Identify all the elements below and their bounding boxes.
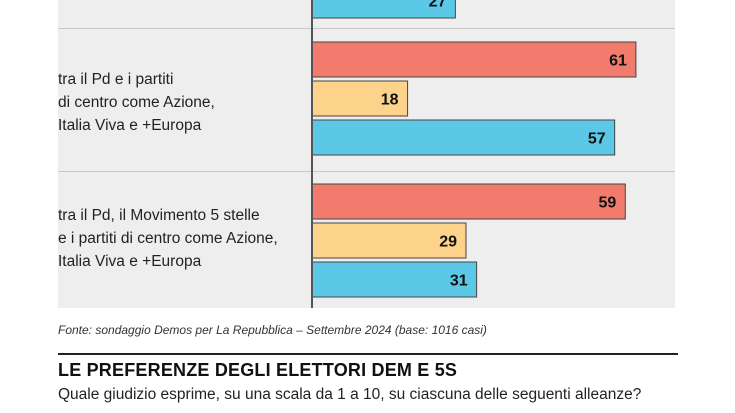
group-label-pd-centro: tra il Pd e i partiti di centro come Azi… xyxy=(58,71,215,134)
group-2-series-1-value-label: 59 xyxy=(598,195,616,212)
group-1-series-1-value-label: 61 xyxy=(609,53,627,70)
group-2-series-2-value-label: 29 xyxy=(439,234,457,251)
bar-chart: 27 61 18 57 59 29 31 xyxy=(311,0,637,298)
group-1-series-2-value-label: 18 xyxy=(381,92,399,109)
group-1-series-3-bar xyxy=(311,119,616,156)
group-1-series-1-bar xyxy=(311,41,637,78)
group-2-series-1-bar xyxy=(311,183,626,220)
partial-top-value-label: 27 xyxy=(429,0,447,11)
section-rule xyxy=(58,353,678,355)
source-note: Fonte: sondaggio Demos per La Repubblica… xyxy=(58,323,487,337)
section-title: LE PREFERENZE DEGLI ELETTORI DEM E 5S xyxy=(58,360,458,380)
group-1-series-2-bar xyxy=(311,80,409,117)
group-divider xyxy=(58,171,675,172)
group-1-series-3-value-label: 57 xyxy=(588,131,606,148)
group-2-series-2-bar xyxy=(311,222,467,259)
group-divider xyxy=(58,28,675,29)
zero-axis-line xyxy=(311,0,313,308)
group-2-series-3-bar xyxy=(311,261,478,298)
section-question: Quale giudizio esprime, su una scala da … xyxy=(58,386,642,403)
group-2-series-3-value-label: 31 xyxy=(450,273,468,290)
group-label-pd-m5s-centro: tra il Pd, il Movimento 5 stelle e i par… xyxy=(58,207,278,270)
